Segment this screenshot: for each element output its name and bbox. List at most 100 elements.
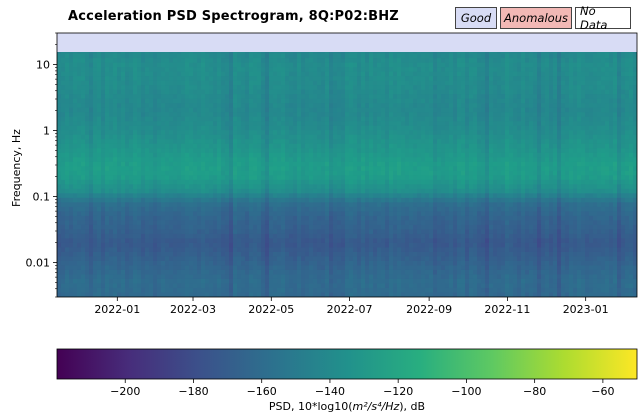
heatmap-cell	[481, 80, 486, 86]
heatmap-cell	[629, 175, 634, 181]
heatmap-cell	[381, 89, 386, 95]
heatmap-cell	[577, 166, 582, 172]
heatmap-cell	[81, 62, 86, 68]
heatmap-cell	[385, 188, 390, 194]
heatmap-cell	[509, 148, 514, 154]
heatmap-cell	[569, 103, 574, 109]
heatmap-cell	[325, 76, 330, 82]
heatmap-cell	[445, 71, 450, 77]
heatmap-cell	[173, 193, 178, 199]
heatmap-cell	[525, 148, 530, 154]
heatmap-cell	[397, 121, 402, 127]
heatmap-cell	[593, 52, 598, 55]
heatmap-cell	[553, 116, 558, 122]
heatmap-cell	[397, 71, 402, 77]
heatmap-cell	[601, 148, 606, 154]
heatmap-cell	[81, 94, 86, 100]
heatmap-cell	[293, 152, 298, 158]
heatmap-cell	[305, 121, 310, 127]
heatmap-cell	[473, 94, 478, 100]
heatmap-cell	[333, 179, 338, 185]
heatmap-cell	[577, 175, 582, 181]
heatmap-cell	[389, 148, 394, 154]
heatmap-cell	[289, 98, 294, 104]
heatmap-cell	[273, 134, 278, 140]
heatmap-cell	[401, 166, 406, 172]
heatmap-cell	[429, 80, 434, 86]
heatmap-cell	[117, 89, 122, 95]
heatmap-cell	[93, 148, 98, 154]
heatmap-cell	[165, 197, 170, 203]
heatmap-cell	[257, 94, 262, 100]
heatmap-cell	[185, 121, 190, 127]
heatmap-cell	[217, 197, 222, 203]
heatmap-cell	[173, 170, 178, 176]
heatmap-cell	[181, 193, 186, 199]
heatmap-cell	[241, 71, 246, 77]
heatmap-cell	[581, 112, 586, 118]
heatmap-cell	[569, 148, 574, 154]
heatmap-cell	[353, 152, 358, 158]
heatmap-cell	[117, 116, 122, 122]
heatmap-cell	[353, 130, 358, 136]
heatmap-cell	[245, 184, 250, 190]
heatmap-cell	[69, 157, 74, 163]
heatmap-cell	[629, 112, 634, 118]
heatmap-cell	[385, 121, 390, 127]
heatmap-cell	[429, 143, 434, 149]
heatmap-cell	[377, 116, 382, 122]
heatmap-cell	[401, 67, 406, 73]
heatmap-cell	[85, 166, 90, 172]
heatmap-cell	[377, 152, 382, 158]
heatmap-cell	[305, 175, 310, 181]
heatmap-cell	[73, 166, 78, 172]
heatmap-cell	[385, 71, 390, 77]
heatmap-cell	[569, 94, 574, 100]
heatmap-cell	[325, 143, 330, 149]
heatmap-cell	[417, 98, 422, 104]
heatmap-cell	[125, 197, 130, 203]
heatmap-cell	[253, 125, 258, 131]
heatmap-cell	[157, 71, 162, 77]
heatmap-cell	[237, 116, 242, 122]
heatmap-cell	[397, 125, 402, 131]
heatmap-cell	[89, 85, 94, 91]
heatmap-cell	[269, 125, 274, 131]
heatmap-cell	[421, 193, 426, 199]
heatmap-cell	[285, 184, 290, 190]
heatmap-cell	[85, 125, 90, 131]
heatmap-cell	[213, 166, 218, 172]
heatmap-cell	[181, 148, 186, 154]
heatmap-cell	[461, 143, 466, 149]
heatmap-cell	[445, 179, 450, 185]
heatmap-cell	[245, 89, 250, 95]
heatmap-cell	[125, 161, 130, 167]
heatmap-cell	[557, 62, 562, 68]
heatmap-cell	[261, 166, 266, 172]
heatmap-cell	[469, 139, 474, 145]
heatmap-cell	[613, 179, 618, 185]
heatmap-cell	[625, 67, 630, 73]
heatmap-cell	[77, 112, 82, 118]
heatmap-cell	[257, 116, 262, 122]
heatmap-cell	[325, 161, 330, 167]
heatmap-cell	[213, 58, 218, 64]
heatmap-cell	[81, 52, 86, 55]
heatmap-cell	[473, 121, 478, 127]
heatmap-cell	[505, 179, 510, 185]
heatmap-cell	[217, 125, 222, 131]
heatmap-cell	[61, 58, 66, 64]
heatmap-cell	[313, 67, 318, 73]
heatmap-cell	[437, 53, 442, 59]
heatmap-cell	[161, 125, 166, 131]
heatmap-cell	[373, 52, 378, 55]
heatmap-cell	[469, 58, 474, 64]
heatmap-cell	[165, 175, 170, 181]
heatmap-cell	[577, 161, 582, 167]
heatmap-cell	[573, 52, 578, 55]
heatmap-cell	[189, 170, 194, 176]
heatmap-cell	[293, 94, 298, 100]
heatmap-cell	[473, 85, 478, 91]
heatmap-cell	[617, 121, 622, 127]
heatmap-cell	[149, 52, 154, 55]
